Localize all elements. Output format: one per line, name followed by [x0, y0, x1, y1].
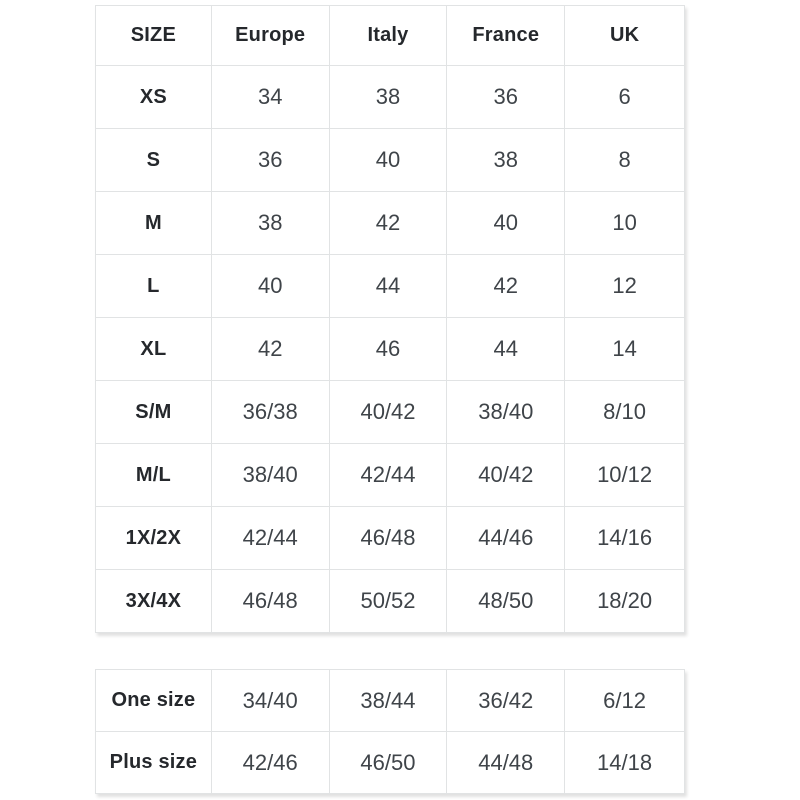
size-value-cell: 50/52: [328, 569, 448, 633]
size-value-cell: 42/44: [328, 443, 448, 507]
table-row-m: M 38 42 40 10: [95, 191, 685, 255]
table-row-xs: XS 34 38 36 6: [95, 65, 685, 129]
size-label-l: L: [95, 254, 212, 318]
header-cell-france: France: [446, 5, 566, 66]
size-value-cell: 44: [328, 254, 448, 318]
size-value-cell: 40/42: [446, 443, 566, 507]
table-row-m-l: M/L 38/40 42/44 40/42 10/12: [95, 443, 685, 507]
header-cell-size: SIZE: [95, 5, 212, 66]
size-table-header: SIZE Europe Italy France UK: [95, 5, 685, 66]
size-value-cell: 42: [446, 254, 566, 318]
size-value-cell: 18/20: [564, 569, 685, 633]
size-label-s-m: S/M: [95, 380, 212, 444]
size-value-cell: 10: [564, 191, 685, 255]
size-value-cell: 36/42: [446, 669, 566, 732]
size-value-cell: 6: [564, 65, 685, 129]
size-value-cell: 42/44: [210, 506, 330, 570]
table-row-l: L 40 44 42 12: [95, 254, 685, 318]
size-table-body: XS 34 38 36 6 S 36 40 38 8 M 38 42 40 10 L 40 44 42 12 XL 42 4…: [95, 65, 685, 633]
size-value-cell: 44/46: [446, 506, 566, 570]
size-value-cell: 12: [564, 254, 685, 318]
size-value-cell: 36: [210, 128, 330, 192]
size-label-plus-size: Plus size: [95, 731, 212, 794]
table-row-plus-size: Plus size 42/46 46/50 44/48 14/18: [95, 731, 685, 794]
size-value-cell: 48/50: [446, 569, 566, 633]
header-cell-europe: Europe: [210, 5, 330, 66]
size-value-cell: 10/12: [564, 443, 685, 507]
size-value-cell: 36: [446, 65, 566, 129]
header-cell-uk: UK: [564, 5, 685, 66]
size-label-one-size: One size: [95, 669, 212, 732]
size-value-cell: 38/40: [210, 443, 330, 507]
size-value-cell: 38: [328, 65, 448, 129]
size-value-cell: 38: [446, 128, 566, 192]
size-value-cell: 44/48: [446, 731, 566, 794]
size-value-cell: 40/42: [328, 380, 448, 444]
size-value-cell: 42: [210, 317, 330, 381]
size-value-cell: 14/18: [564, 731, 685, 794]
size-value-cell: 34: [210, 65, 330, 129]
size-value-cell: 40: [328, 128, 448, 192]
size-value-cell: 44: [446, 317, 566, 381]
size-label-3x-4x: 3X/4X: [95, 569, 212, 633]
size-label-xl: XL: [95, 317, 212, 381]
size-value-cell: 38: [210, 191, 330, 255]
size-value-cell: 42: [328, 191, 448, 255]
size-value-cell: 46/48: [328, 506, 448, 570]
size-value-cell: 40: [446, 191, 566, 255]
size-guide-page: SIZE Europe Italy France UK XS 34 38 36 6 S 36 40 38…: [95, 5, 685, 794]
table-row-s-m: S/M 36/38 40/42 38/40 8/10: [95, 380, 685, 444]
size-value-cell: 36/38: [210, 380, 330, 444]
size-value-cell: 8/10: [564, 380, 685, 444]
special-sizes-body: One size 34/40 38/44 36/42 6/12 Plus size 42/4…: [95, 669, 685, 794]
size-value-cell: 46: [328, 317, 448, 381]
size-value-cell: 6/12: [564, 669, 685, 732]
size-value-cell: 46/48: [210, 569, 330, 633]
size-label-m: M: [95, 191, 212, 255]
size-conversion-table: SIZE Europe Italy France UK XS 34 38 36 6 S 36 40 38…: [95, 5, 685, 633]
size-label-m-l: M/L: [95, 443, 212, 507]
size-label-1x-2x: 1X/2X: [95, 506, 212, 570]
size-value-cell: 42/46: [210, 731, 330, 794]
table-row-3x-4x: 3X/4X 46/48 50/52 48/50 18/20: [95, 569, 685, 633]
special-sizes-table: One size 34/40 38/44 36/42 6/12 Plus size 42/4…: [95, 669, 685, 794]
size-value-cell: 40: [210, 254, 330, 318]
table-row-1x-2x: 1X/2X 42/44 46/48 44/46 14/16: [95, 506, 685, 570]
size-value-cell: 8: [564, 128, 685, 192]
table-row-one-size: One size 34/40 38/44 36/42 6/12: [95, 669, 685, 732]
size-label-xs: XS: [95, 65, 212, 129]
size-value-cell: 46/50: [328, 731, 448, 794]
header-cell-italy: Italy: [328, 5, 448, 66]
table-row-s: S 36 40 38 8: [95, 128, 685, 192]
size-label-s: S: [95, 128, 212, 192]
header-row: SIZE Europe Italy France UK: [95, 5, 685, 66]
size-value-cell: 38/44: [328, 669, 448, 732]
size-value-cell: 38/40: [446, 380, 566, 444]
size-value-cell: 14: [564, 317, 685, 381]
table-row-xl: XL 42 46 44 14: [95, 317, 685, 381]
size-value-cell: 34/40: [210, 669, 330, 732]
size-value-cell: 14/16: [564, 506, 685, 570]
